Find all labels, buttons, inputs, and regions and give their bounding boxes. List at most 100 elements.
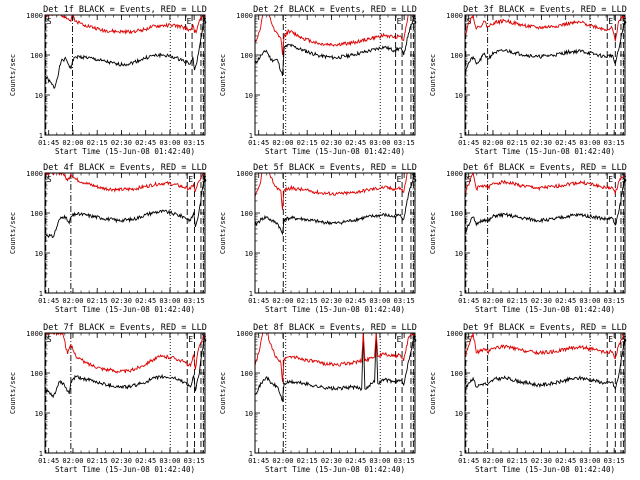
x-tick-label: 02:45 xyxy=(135,297,156,305)
y-tick-label: 100 xyxy=(450,52,463,60)
y-tick-label: 100 xyxy=(30,52,43,60)
chart-title: Det 4f BLACK = Events, RED = LLD xyxy=(43,163,207,173)
event-marker-label: S xyxy=(412,335,417,344)
event-marker-label: E xyxy=(397,335,402,344)
event-marker-label: S xyxy=(202,17,207,26)
y-axis-label: Counts/sec xyxy=(9,54,17,96)
y-axis-label: Counts/sec xyxy=(429,54,437,96)
x-axis-label: Start Time (15-Jun-08 01:42:40) xyxy=(475,147,615,156)
x-tick-label: 02:30 xyxy=(531,297,552,305)
y-tick-label: 1 xyxy=(39,132,43,140)
chart-title: Det 8f BLACK = Events, RED = LLD xyxy=(253,323,417,333)
x-tick-label: 01:45 xyxy=(38,457,59,465)
lld-series-line xyxy=(45,173,205,193)
y-tick-label: 1000 xyxy=(446,330,463,338)
events-series-line xyxy=(255,15,415,76)
y-tick-label: 1 xyxy=(249,132,253,140)
x-tick-label: 02:45 xyxy=(345,297,366,305)
x-tick-label: 03:00 xyxy=(159,297,180,305)
y-tick-label: 10 xyxy=(245,410,253,418)
x-axis-label: Start Time (15-Jun-08 01:42:40) xyxy=(55,147,195,156)
events-series-line xyxy=(255,333,415,403)
event-marker-label: E xyxy=(608,175,613,184)
chart-panel-1: Det 1f BLACK = Events, RED = LLD Counts/s… xyxy=(9,5,207,156)
lld-series-line xyxy=(465,173,625,195)
lld-series-line xyxy=(45,15,205,35)
y-tick-label: 1 xyxy=(459,290,463,298)
x-tick-label: 02:15 xyxy=(507,139,528,147)
events-series-line xyxy=(465,18,625,72)
chart-title: Det 2f BLACK = Events, RED = LLD xyxy=(253,5,417,15)
plot-frame xyxy=(254,14,416,136)
x-tick-label: 02:15 xyxy=(297,297,318,305)
x-tick-label: 03:15 xyxy=(394,297,415,305)
chart-title: Det 9f BLACK = Events, RED = LLD xyxy=(463,323,627,333)
y-tick-label: 1000 xyxy=(26,12,43,20)
y-tick-label: 1000 xyxy=(446,12,463,20)
x-tick-label: 02:30 xyxy=(321,297,342,305)
y-tick-label: 10 xyxy=(35,250,43,258)
x-tick-label: 02:15 xyxy=(297,139,318,147)
y-axis-label: Counts/sec xyxy=(9,372,17,414)
chart-title: Det 6f BLACK = Events, RED = LLD xyxy=(463,163,627,173)
x-tick-label: 02:15 xyxy=(297,457,318,465)
plot-frame xyxy=(254,332,416,454)
y-tick-label: 100 xyxy=(240,52,253,60)
x-axis-label: Start Time (15-Jun-08 01:42:40) xyxy=(55,305,195,314)
event-marker-label: E xyxy=(608,17,613,26)
x-tick-label: 02:15 xyxy=(87,457,108,465)
x-axis-label: Start Time (15-Jun-08 01:42:40) xyxy=(265,305,405,314)
x-tick-label: 02:00 xyxy=(482,297,503,305)
y-axis-label: Counts/sec xyxy=(429,372,437,414)
event-marker-label: S xyxy=(412,175,417,184)
x-tick-label: 03:00 xyxy=(579,297,600,305)
chart-panel-4: Det 4f BLACK = Events, RED = LLD Counts/s… xyxy=(9,163,207,314)
chart-panel-9: Det 9f BLACK = Events, RED = LLD Counts/s… xyxy=(429,323,627,474)
x-tick-label: 02:00 xyxy=(272,457,293,465)
x-tick-label: 02:00 xyxy=(272,297,293,305)
event-marker-label: S xyxy=(47,335,52,344)
x-tick-label: 02:45 xyxy=(135,457,156,465)
x-tick-label: 02:45 xyxy=(345,457,366,465)
event-marker-label: S xyxy=(202,335,207,344)
x-axis-label: Start Time (15-Jun-08 01:42:40) xyxy=(55,465,195,474)
x-tick-label: 02:15 xyxy=(507,297,528,305)
x-tick-label: 03:15 xyxy=(604,457,625,465)
y-tick-label: 1 xyxy=(459,450,463,458)
event-marker-label: E xyxy=(397,17,402,26)
events-series-line xyxy=(45,15,205,89)
x-tick-label: 03:15 xyxy=(394,457,415,465)
x-tick-label: 01:45 xyxy=(458,457,479,465)
y-tick-label: 1000 xyxy=(236,12,253,20)
x-tick-label: 02:00 xyxy=(62,139,83,147)
y-tick-label: 100 xyxy=(30,370,43,378)
event-marker-label: E xyxy=(188,335,193,344)
y-tick-label: 1 xyxy=(39,450,43,458)
x-tick-label: 03:00 xyxy=(369,297,390,305)
chart-panel-2: Det 2f BLACK = Events, RED = LLD Counts/s… xyxy=(219,5,417,156)
chart-title: Det 7f BLACK = Events, RED = LLD xyxy=(43,323,207,333)
plot-frame xyxy=(44,14,206,136)
plot-frame xyxy=(464,14,626,136)
chart-panel-8: Det 8f BLACK = Events, RED = LLD Counts/s… xyxy=(219,323,417,474)
x-tick-label: 02:30 xyxy=(321,139,342,147)
events-series-line xyxy=(45,333,205,399)
y-tick-label: 1000 xyxy=(236,330,253,338)
lld-series-line xyxy=(255,15,415,56)
lld-series-line xyxy=(255,173,415,210)
x-axis-label: Start Time (15-Jun-08 01:42:40) xyxy=(475,465,615,474)
y-tick-label: 10 xyxy=(455,250,463,258)
x-tick-label: 02:30 xyxy=(111,457,132,465)
events-series-line xyxy=(465,336,625,392)
event-marker-label: E xyxy=(188,175,193,184)
plot-frame xyxy=(464,332,626,454)
event-marker-label: E xyxy=(397,175,402,184)
plot-frame xyxy=(44,332,206,454)
event-marker-label: E xyxy=(608,335,613,344)
x-tick-label: 01:45 xyxy=(458,139,479,147)
x-tick-label: 03:00 xyxy=(159,457,180,465)
x-tick-label: 03:15 xyxy=(184,297,205,305)
event-marker-label: S xyxy=(47,17,52,26)
x-tick-label: 02:00 xyxy=(272,139,293,147)
